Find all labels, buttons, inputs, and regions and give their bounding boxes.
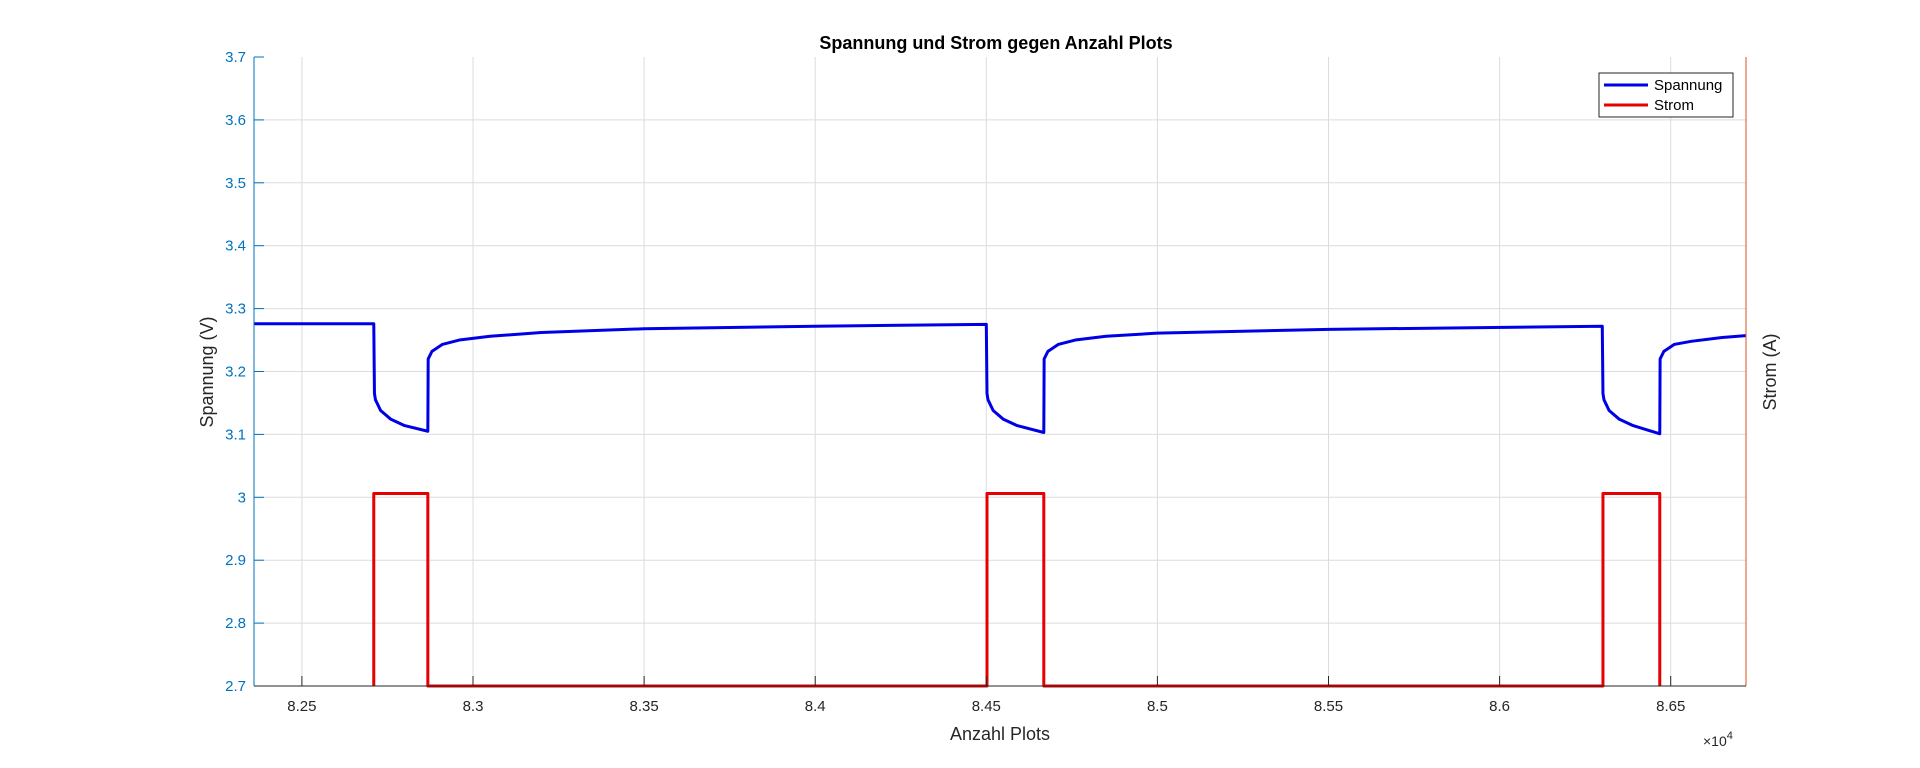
x-tick-label: 8.3: [463, 698, 484, 715]
y-tick-label: 3.5: [225, 175, 246, 192]
legend-box: [1598, 72, 1734, 118]
legend: Spannung Strom: [1598, 72, 1734, 118]
x-tick-label: 8.6: [1489, 698, 1510, 715]
chart-title: Spannung und Strom gegen Anzahl Plots: [819, 33, 1172, 53]
tick-labels: 3.7 3.6 3.5 3.4 3.3 3.2 3.1 3 2.9 2.8 2.7 8.25 8.3 8.…: [225, 49, 1685, 715]
y-tick-label: 3.2: [225, 364, 246, 381]
y-axis-label-right: Strom (A): [1760, 333, 1780, 410]
y-tick-label: 2.8: [225, 615, 246, 632]
y-tick-label: 2.9: [225, 552, 246, 569]
grid: [254, 57, 1746, 686]
y-tick-label: 2.7: [225, 678, 246, 695]
legend-label-spannung: Spannung: [1654, 77, 1722, 94]
y-tick-label: 3.4: [225, 238, 246, 255]
x-tick-label: 8.25: [287, 698, 316, 715]
x-exponent-power: 4: [1727, 730, 1733, 742]
x-axis-label: Anzahl Plots: [950, 724, 1050, 744]
legend-label-strom: Strom: [1654, 97, 1694, 114]
x-tick-label: 8.65: [1656, 698, 1685, 715]
x-tick-label: 8.4: [805, 698, 826, 715]
x-tick-label: 8.5: [1147, 698, 1168, 715]
x-tick-label: 8.55: [1314, 698, 1343, 715]
series-line-strom: [372, 492, 1662, 688]
x-tick-label: 8.35: [630, 698, 659, 715]
y-tick-label: 3.3: [225, 301, 246, 318]
series-line-spannung: [254, 322, 1747, 436]
x-exponent-label: ×104: [1703, 730, 1733, 749]
y-tick-label: 3.1: [225, 426, 246, 443]
y-tick-label: 3.7: [225, 49, 246, 66]
x-exponent-base: ×10: [1703, 733, 1727, 749]
y-axis-label-left: Spannung (V): [197, 316, 217, 427]
plot-area: [254, 322, 1747, 688]
x-tick-label: 8.45: [972, 698, 1001, 715]
y-tick-label: 3: [238, 489, 246, 506]
axes: [253, 56, 1747, 687]
y-tick-label: 3.6: [225, 112, 246, 129]
